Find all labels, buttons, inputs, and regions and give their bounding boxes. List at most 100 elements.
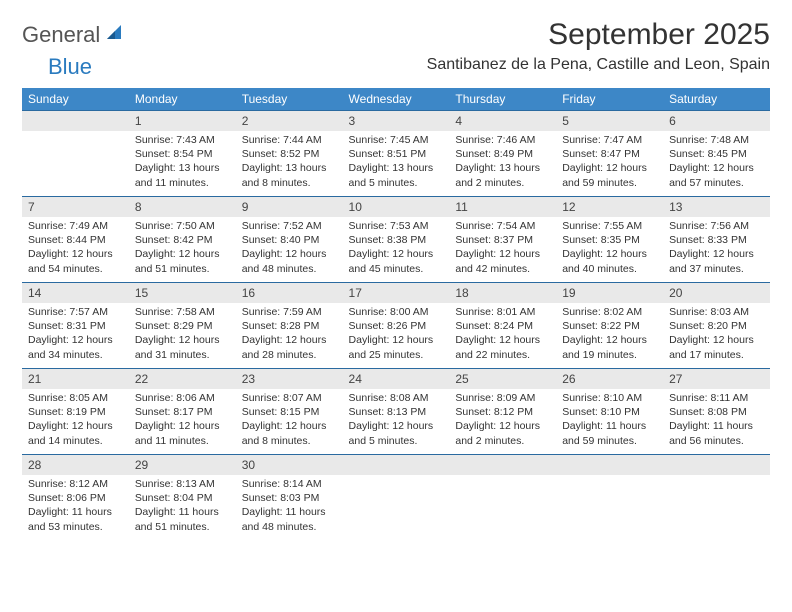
day-content-line: and 2 minutes. xyxy=(455,434,550,448)
day-number: 2 xyxy=(236,111,343,131)
calendar-day-cell: 20Sunrise: 8:03 AMSunset: 8:20 PMDayligh… xyxy=(663,283,770,369)
day-content-line: Sunset: 8:19 PM xyxy=(28,405,123,419)
calendar-week-row: 7Sunrise: 7:49 AMSunset: 8:44 PMDaylight… xyxy=(22,197,770,283)
day-content-line: Daylight: 13 hours xyxy=(455,161,550,175)
calendar-table: SundayMondayTuesdayWednesdayThursdayFrid… xyxy=(22,88,770,541)
day-content-line: Sunrise: 8:02 AM xyxy=(562,305,657,319)
day-content-line: Daylight: 12 hours xyxy=(669,161,764,175)
logo-sail-icon xyxy=(105,23,125,48)
day-content-line: Daylight: 12 hours xyxy=(669,247,764,261)
day-content-line: Sunset: 8:15 PM xyxy=(242,405,337,419)
day-content-line: Daylight: 13 hours xyxy=(349,161,444,175)
day-number: 1 xyxy=(129,111,236,131)
day-content-line: Sunset: 8:29 PM xyxy=(135,319,230,333)
day-content-line: Daylight: 12 hours xyxy=(135,419,230,433)
day-content-line: and 19 minutes. xyxy=(562,348,657,362)
day-content-line: Sunrise: 7:57 AM xyxy=(28,305,123,319)
day-content: Sunrise: 8:11 AMSunset: 8:08 PMDaylight:… xyxy=(663,389,770,452)
day-content-line: and 48 minutes. xyxy=(242,262,337,276)
day-content-line: Sunrise: 7:56 AM xyxy=(669,219,764,233)
logo-text-blue: Blue xyxy=(48,54,92,79)
day-content-line: and 8 minutes. xyxy=(242,176,337,190)
day-number: 29 xyxy=(129,455,236,475)
weekday-header: Friday xyxy=(556,88,663,111)
day-content-line: Sunset: 8:26 PM xyxy=(349,319,444,333)
day-content-line: Daylight: 12 hours xyxy=(562,333,657,347)
calendar-day-cell: 24Sunrise: 8:08 AMSunset: 8:13 PMDayligh… xyxy=(343,369,450,455)
day-content xyxy=(449,475,556,481)
day-content: Sunrise: 7:48 AMSunset: 8:45 PMDaylight:… xyxy=(663,131,770,194)
day-content-line: Daylight: 11 hours xyxy=(135,505,230,519)
calendar-day-cell: 21Sunrise: 8:05 AMSunset: 8:19 PMDayligh… xyxy=(22,369,129,455)
day-content-line: and 22 minutes. xyxy=(455,348,550,362)
day-content: Sunrise: 8:01 AMSunset: 8:24 PMDaylight:… xyxy=(449,303,556,366)
day-content-line: Sunset: 8:33 PM xyxy=(669,233,764,247)
day-content: Sunrise: 7:53 AMSunset: 8:38 PMDaylight:… xyxy=(343,217,450,280)
calendar-day-cell: 11Sunrise: 7:54 AMSunset: 8:37 PMDayligh… xyxy=(449,197,556,283)
day-number: 26 xyxy=(556,369,663,389)
calendar-day-cell: 19Sunrise: 8:02 AMSunset: 8:22 PMDayligh… xyxy=(556,283,663,369)
calendar-day-cell: 16Sunrise: 7:59 AMSunset: 8:28 PMDayligh… xyxy=(236,283,343,369)
day-content-line: Daylight: 12 hours xyxy=(242,247,337,261)
day-number xyxy=(556,455,663,475)
calendar-week-row: 1Sunrise: 7:43 AMSunset: 8:54 PMDaylight… xyxy=(22,111,770,197)
day-content-line: Sunrise: 7:43 AM xyxy=(135,133,230,147)
day-number: 14 xyxy=(22,283,129,303)
weekday-header: Tuesday xyxy=(236,88,343,111)
weekday-header: Monday xyxy=(129,88,236,111)
day-content-line: Sunset: 8:04 PM xyxy=(135,491,230,505)
calendar-week-row: 21Sunrise: 8:05 AMSunset: 8:19 PMDayligh… xyxy=(22,369,770,455)
calendar-day-cell: 22Sunrise: 8:06 AMSunset: 8:17 PMDayligh… xyxy=(129,369,236,455)
day-content: Sunrise: 8:08 AMSunset: 8:13 PMDaylight:… xyxy=(343,389,450,452)
day-content-line: Sunrise: 8:14 AM xyxy=(242,477,337,491)
day-content-line: Sunset: 8:20 PM xyxy=(669,319,764,333)
day-content: Sunrise: 8:12 AMSunset: 8:06 PMDaylight:… xyxy=(22,475,129,538)
day-content: Sunrise: 7:56 AMSunset: 8:33 PMDaylight:… xyxy=(663,217,770,280)
day-content-line: Sunset: 8:12 PM xyxy=(455,405,550,419)
day-content-line: and 8 minutes. xyxy=(242,434,337,448)
day-content-line: and 57 minutes. xyxy=(669,176,764,190)
day-content xyxy=(663,475,770,481)
day-number: 30 xyxy=(236,455,343,475)
day-number xyxy=(449,455,556,475)
calendar-day-cell: 12Sunrise: 7:55 AMSunset: 8:35 PMDayligh… xyxy=(556,197,663,283)
calendar-day-cell: 26Sunrise: 8:10 AMSunset: 8:10 PMDayligh… xyxy=(556,369,663,455)
logo: General xyxy=(22,18,125,48)
day-content-line: and 53 minutes. xyxy=(28,520,123,534)
day-content-line: Sunrise: 8:11 AM xyxy=(669,391,764,405)
day-content-line: Sunset: 8:40 PM xyxy=(242,233,337,247)
day-content-line: Sunrise: 7:58 AM xyxy=(135,305,230,319)
day-number: 25 xyxy=(449,369,556,389)
day-content-line: Daylight: 12 hours xyxy=(135,247,230,261)
day-content-line: and 34 minutes. xyxy=(28,348,123,362)
day-content-line: Daylight: 11 hours xyxy=(28,505,123,519)
day-number: 21 xyxy=(22,369,129,389)
calendar-day-cell: 3Sunrise: 7:45 AMSunset: 8:51 PMDaylight… xyxy=(343,111,450,197)
day-content: Sunrise: 8:06 AMSunset: 8:17 PMDaylight:… xyxy=(129,389,236,452)
day-number: 27 xyxy=(663,369,770,389)
day-content: Sunrise: 8:00 AMSunset: 8:26 PMDaylight:… xyxy=(343,303,450,366)
day-content-line: Daylight: 12 hours xyxy=(28,333,123,347)
day-number: 18 xyxy=(449,283,556,303)
day-content-line: Daylight: 12 hours xyxy=(349,247,444,261)
day-content-line: Daylight: 12 hours xyxy=(349,333,444,347)
day-content: Sunrise: 7:50 AMSunset: 8:42 PMDaylight:… xyxy=(129,217,236,280)
weekday-header: Saturday xyxy=(663,88,770,111)
day-content-line: Daylight: 12 hours xyxy=(562,247,657,261)
day-number xyxy=(663,455,770,475)
day-content-line: Sunset: 8:28 PM xyxy=(242,319,337,333)
day-number: 20 xyxy=(663,283,770,303)
calendar-day-cell: 8Sunrise: 7:50 AMSunset: 8:42 PMDaylight… xyxy=(129,197,236,283)
day-content-line: Sunrise: 8:08 AM xyxy=(349,391,444,405)
location: Santibanez de la Pena, Castille and Leon… xyxy=(427,56,770,74)
day-content-line: Sunrise: 7:54 AM xyxy=(455,219,550,233)
day-content-line: Sunrise: 7:46 AM xyxy=(455,133,550,147)
calendar-day-cell: 1Sunrise: 7:43 AMSunset: 8:54 PMDaylight… xyxy=(129,111,236,197)
day-content-line: and 56 minutes. xyxy=(669,434,764,448)
day-content: Sunrise: 7:57 AMSunset: 8:31 PMDaylight:… xyxy=(22,303,129,366)
day-number: 23 xyxy=(236,369,343,389)
calendar-day-cell xyxy=(556,455,663,541)
day-content: Sunrise: 8:05 AMSunset: 8:19 PMDaylight:… xyxy=(22,389,129,452)
day-content: Sunrise: 7:59 AMSunset: 8:28 PMDaylight:… xyxy=(236,303,343,366)
day-content-line: Sunset: 8:52 PM xyxy=(242,147,337,161)
